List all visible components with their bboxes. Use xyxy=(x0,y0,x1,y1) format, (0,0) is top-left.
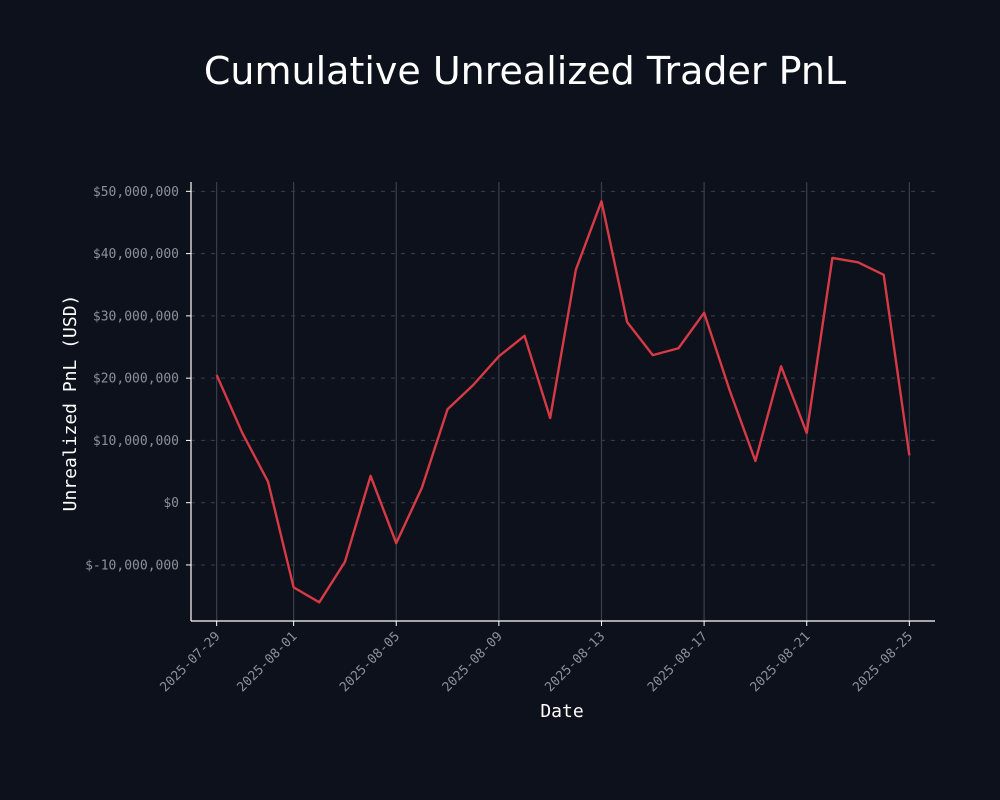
chart-title: Cumulative Unrealized Trader PnL xyxy=(204,49,846,93)
series-line xyxy=(215,200,911,604)
y-tick-label: $10,000,000 xyxy=(93,434,179,449)
y-tick-label: $0 xyxy=(163,496,179,511)
series xyxy=(215,200,911,604)
y-tick-label: $30,000,000 xyxy=(93,309,179,324)
x-tick-label: 2025-08-17 xyxy=(645,629,711,695)
x-tick-label: 2025-07-29 xyxy=(158,629,224,695)
y-tick-label: $50,000,000 xyxy=(93,185,179,200)
x-axis-label: Date xyxy=(540,701,583,722)
x-tick-label: 2025-08-05 xyxy=(337,629,403,695)
x-tick-label: 2025-08-09 xyxy=(440,629,506,695)
x-tick-label: 2025-08-01 xyxy=(234,629,300,695)
x-axis-ticks: 2025-07-29 2025-08-01 2025-08-05 2025-08-09… xyxy=(158,621,916,695)
axes xyxy=(190,182,935,622)
y-axis-ticks: $-10,000,000 $0 $10,000,000 $20,000,000 $30,… xyxy=(85,185,191,573)
grid xyxy=(191,182,935,621)
x-tick-label: 2025-08-13 xyxy=(542,629,608,695)
y-tick-label: $40,000,000 xyxy=(93,247,179,262)
x-tick-label: 2025-08-21 xyxy=(748,629,814,695)
x-tick-label: 2025-08-25 xyxy=(850,629,916,695)
y-tick-label: $20,000,000 xyxy=(93,372,179,387)
y-tick-label: $-10,000,000 xyxy=(85,558,179,573)
y-axis-label: Unrealized PnL (USD) xyxy=(60,295,81,512)
